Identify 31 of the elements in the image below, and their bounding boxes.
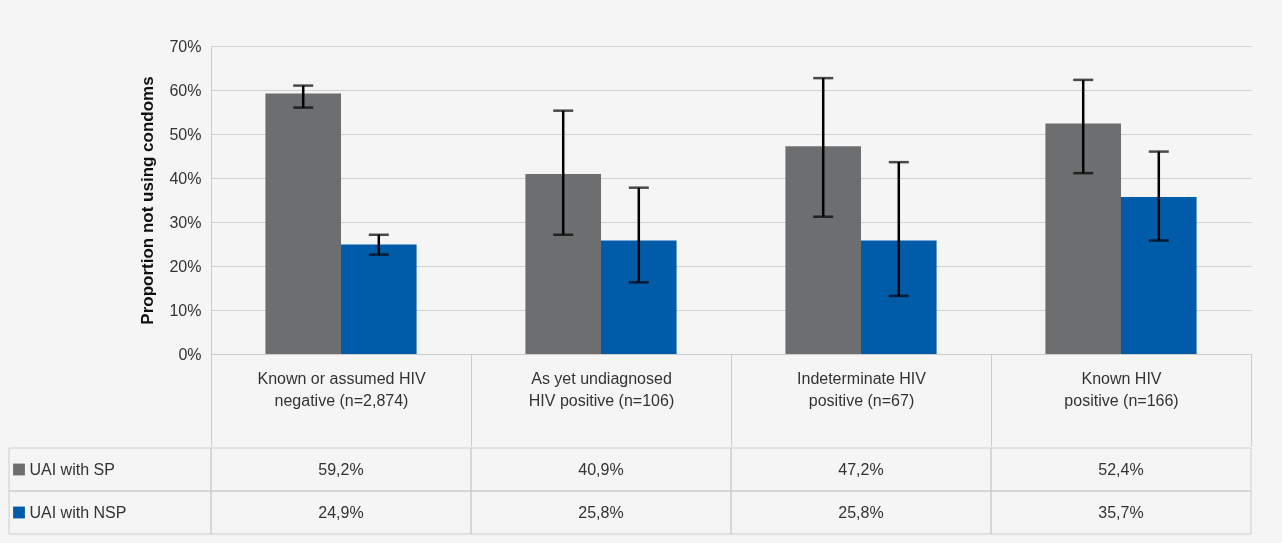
y-tick-label: 10% [169,301,202,319]
bar [601,240,677,354]
data-label: 52,4% [1098,460,1144,478]
data-label: 25,8% [578,503,624,521]
bar [861,240,937,354]
legend-label: UAI with NSP [29,503,127,521]
x-tick-label: Known HIV positive (n=166) [1064,369,1179,409]
x-tick-label: Known or assumed HIV negative (n=2,874) [257,369,426,409]
y-tick-label: 70% [169,37,202,55]
data-label: 40,9% [578,460,624,478]
data-label: 59,2% [318,460,364,478]
y-tick-label: 60% [169,81,202,99]
bar [785,146,861,354]
data-label: 47,2% [838,460,884,478]
x-tick-label: Indeterminate HIV positive (n=67) [797,369,927,409]
y-tick-label: 50% [169,125,202,143]
y-tick-label: 40% [169,169,202,187]
y-tick-label: 20% [169,257,202,275]
data-label: 25,8% [838,503,884,521]
legend-label: UAI with SP [29,460,115,478]
data-label: 35,7% [1098,503,1144,521]
data-label: 24,9% [318,503,364,521]
bar [1045,123,1121,354]
y-axis-title: Proportion not using condoms [138,76,158,325]
bar [1121,196,1197,354]
bar [525,174,601,354]
y-tick-label: 30% [169,213,202,231]
bar [341,244,417,354]
x-tick-label: As yet undiagnosed HIV positive (n=106) [528,369,675,409]
y-tick-label: 0% [178,345,202,363]
bar [265,93,341,354]
